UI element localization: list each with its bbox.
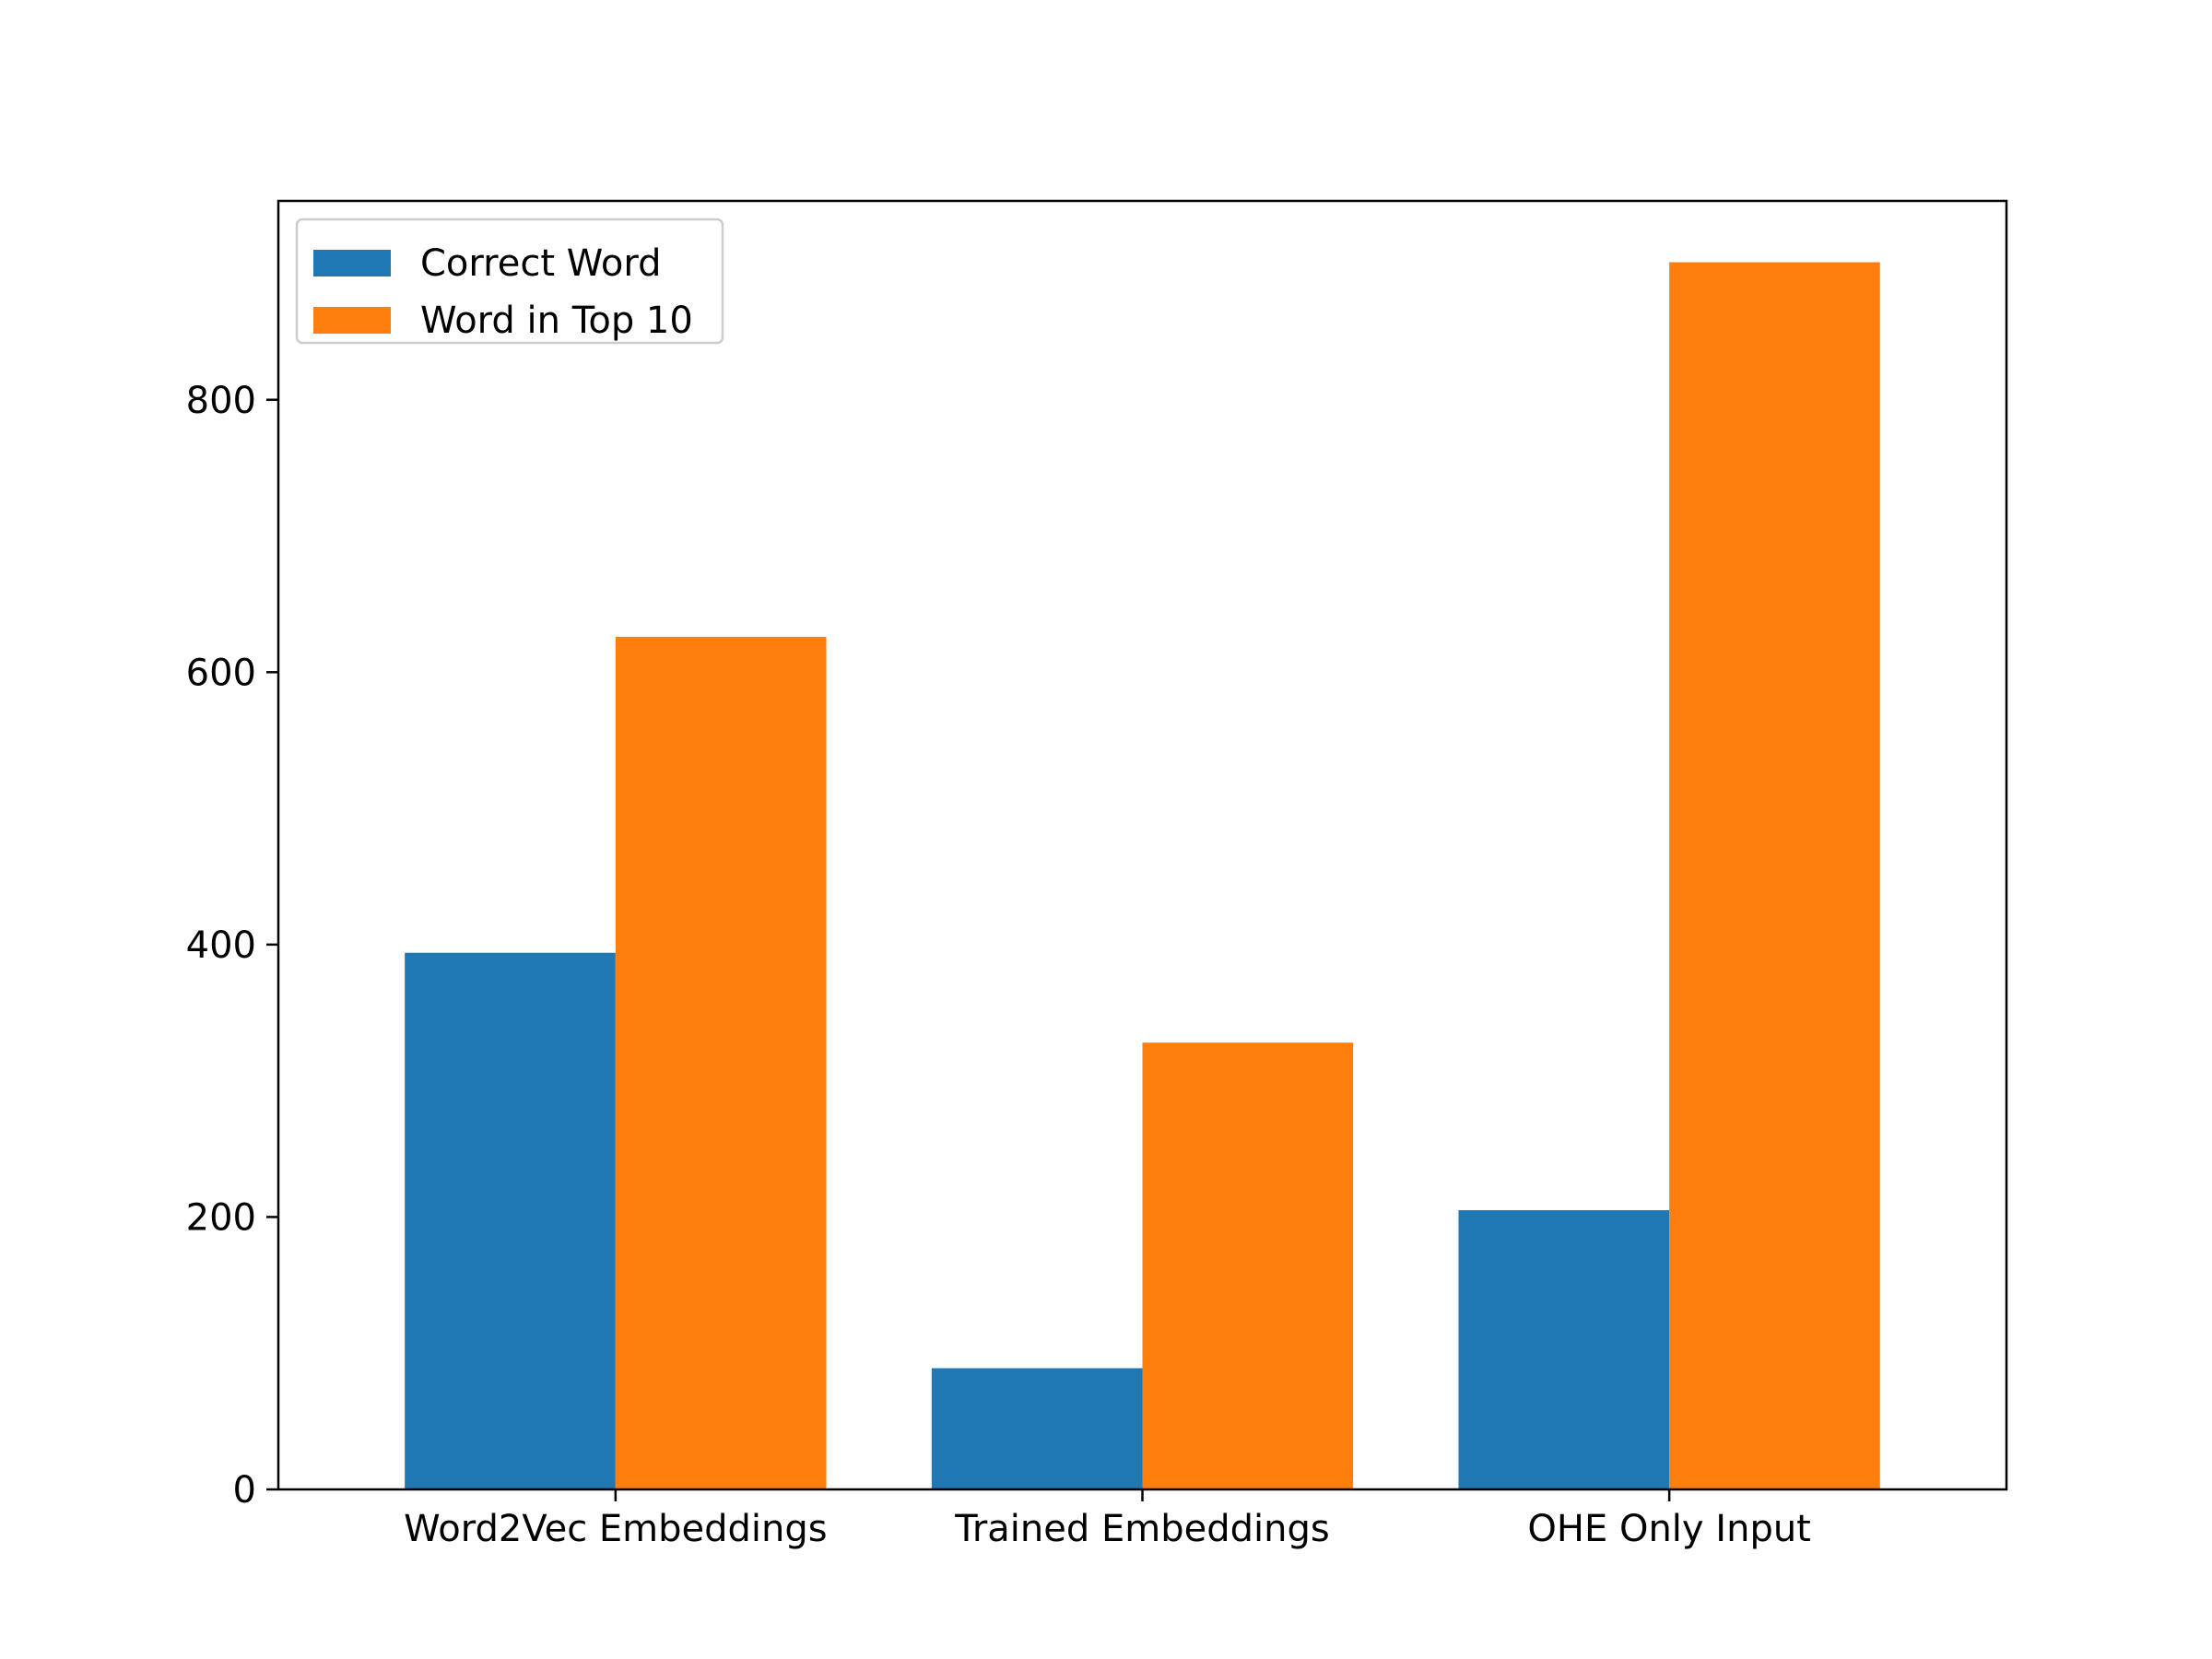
y-tick-label: 0 (233, 1469, 256, 1512)
legend-box (295, 218, 724, 345)
legend-label: Word in Top 10 (420, 300, 693, 342)
bars-layer (405, 262, 1880, 1489)
x-tick-label: Word2Vec Embeddings (404, 1508, 828, 1550)
x-tick-label: Trained Embeddings (954, 1508, 1329, 1550)
y-tick-label: 200 (186, 1196, 256, 1239)
x-axis: Word2Vec Embeddings Trained Embeddings OHE… (404, 1489, 1811, 1550)
legend-swatch (313, 307, 391, 334)
legend-swatch (313, 250, 391, 276)
x-tick-label: OHE Only Input (1527, 1508, 1810, 1550)
bar-correct-word-1 (931, 1368, 1143, 1489)
bar-correct-word-0 (405, 952, 616, 1489)
bar-correct-word-2 (1458, 1210, 1670, 1489)
legend: Correct Word Word in Top 10 (295, 218, 724, 345)
y-axis: 0 200 400 600 800 (186, 380, 278, 1512)
bar-word-in-top-10-1 (1142, 1042, 1354, 1489)
y-tick-label: 800 (186, 380, 256, 422)
bar-word-in-top-10-2 (1669, 262, 1880, 1489)
bar-word-in-top-10-0 (615, 636, 827, 1489)
legend-label: Correct Word (420, 242, 662, 285)
y-tick-label: 400 (186, 924, 256, 967)
y-tick-label: 600 (186, 652, 256, 694)
